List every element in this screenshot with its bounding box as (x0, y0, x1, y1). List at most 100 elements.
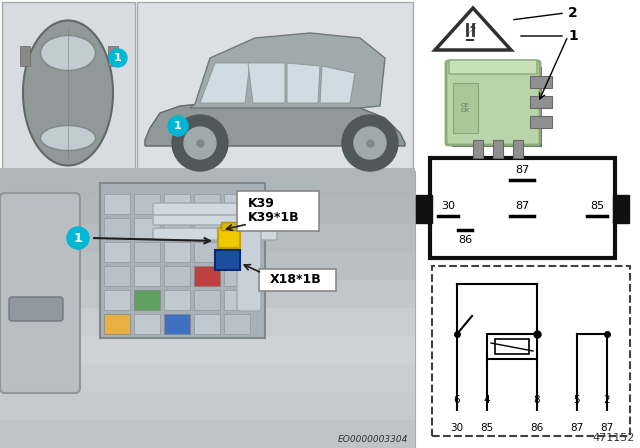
Text: 30: 30 (441, 201, 455, 211)
Bar (0, 336, 415, 364)
Bar (0, 172, 415, 448)
Circle shape (168, 116, 188, 136)
Circle shape (109, 49, 127, 67)
Bar (530, 76, 552, 88)
Bar (513, 140, 523, 158)
Text: EO0000003304: EO0000003304 (338, 435, 408, 444)
Bar (164, 314, 190, 334)
Bar (224, 218, 250, 238)
Bar (104, 314, 130, 334)
Bar (0, 364, 415, 392)
Bar (164, 290, 190, 310)
Text: 5: 5 (573, 395, 580, 405)
Bar (134, 242, 160, 262)
Polygon shape (145, 104, 405, 146)
Text: 471152: 471152 (593, 433, 635, 443)
Bar (20, 46, 30, 66)
Bar (104, 266, 130, 286)
FancyBboxPatch shape (153, 203, 277, 215)
Bar (0, 168, 415, 196)
Bar (164, 242, 190, 262)
Bar (416, 195, 432, 223)
FancyBboxPatch shape (153, 213, 277, 225)
FancyBboxPatch shape (237, 225, 261, 311)
Bar (430, 158, 615, 258)
Bar (530, 96, 552, 108)
FancyBboxPatch shape (237, 191, 319, 231)
Bar (194, 242, 220, 262)
Bar (452, 67, 542, 147)
Circle shape (172, 115, 228, 171)
Bar (134, 314, 160, 334)
Bar (224, 314, 250, 334)
Bar (194, 266, 220, 286)
Text: 85: 85 (481, 423, 493, 433)
FancyBboxPatch shape (0, 193, 80, 393)
Bar (164, 218, 190, 238)
Bar (453, 83, 478, 133)
Bar (164, 194, 190, 214)
Bar (221, 222, 237, 230)
Circle shape (342, 115, 398, 171)
Bar (104, 194, 130, 214)
FancyBboxPatch shape (9, 297, 63, 321)
Bar (2, 2, 135, 170)
Polygon shape (320, 66, 355, 103)
Bar (164, 266, 190, 286)
Polygon shape (200, 63, 250, 103)
Text: 86: 86 (458, 235, 472, 245)
Circle shape (354, 127, 386, 159)
Bar (215, 250, 240, 270)
Bar (137, 2, 413, 170)
Bar (108, 46, 118, 66)
Text: 87: 87 (515, 165, 529, 175)
Bar (194, 218, 220, 238)
Bar (530, 116, 552, 128)
Bar (164, 314, 190, 334)
Bar (134, 194, 160, 214)
Bar (100, 183, 265, 338)
Bar (0, 420, 415, 448)
Text: ⚡: ⚡ (468, 22, 478, 36)
Bar (194, 290, 220, 310)
Bar (104, 314, 130, 334)
Bar (0, 308, 415, 336)
Bar (104, 242, 130, 262)
Circle shape (184, 127, 216, 159)
Bar (0, 224, 415, 252)
FancyBboxPatch shape (446, 61, 540, 145)
Text: 87: 87 (570, 423, 584, 433)
Bar (613, 195, 629, 223)
Bar (0, 392, 415, 420)
Text: CE
OK: CE OK (460, 103, 470, 113)
Polygon shape (248, 63, 285, 103)
Bar (134, 290, 160, 310)
Bar (495, 339, 529, 354)
Bar (0, 196, 415, 224)
Bar (194, 194, 220, 214)
Bar (487, 334, 537, 359)
Text: 8: 8 (534, 395, 540, 405)
Text: 6: 6 (454, 395, 460, 405)
FancyBboxPatch shape (259, 269, 336, 291)
Text: 87: 87 (600, 423, 614, 433)
Text: 2: 2 (568, 6, 578, 20)
Text: 2: 2 (604, 395, 611, 405)
Ellipse shape (40, 125, 95, 151)
Bar (194, 266, 220, 286)
Bar (224, 194, 250, 214)
Ellipse shape (40, 35, 95, 70)
Bar (218, 228, 240, 248)
Bar (224, 242, 250, 262)
FancyBboxPatch shape (449, 60, 537, 74)
Text: 1: 1 (74, 232, 83, 245)
Text: 87: 87 (515, 201, 529, 211)
Text: 4: 4 (484, 395, 490, 405)
Bar (104, 290, 130, 310)
Bar (224, 266, 250, 286)
FancyBboxPatch shape (153, 228, 277, 240)
Bar (473, 140, 483, 158)
Circle shape (67, 227, 89, 249)
Text: 86: 86 (531, 423, 543, 433)
Polygon shape (190, 33, 385, 108)
